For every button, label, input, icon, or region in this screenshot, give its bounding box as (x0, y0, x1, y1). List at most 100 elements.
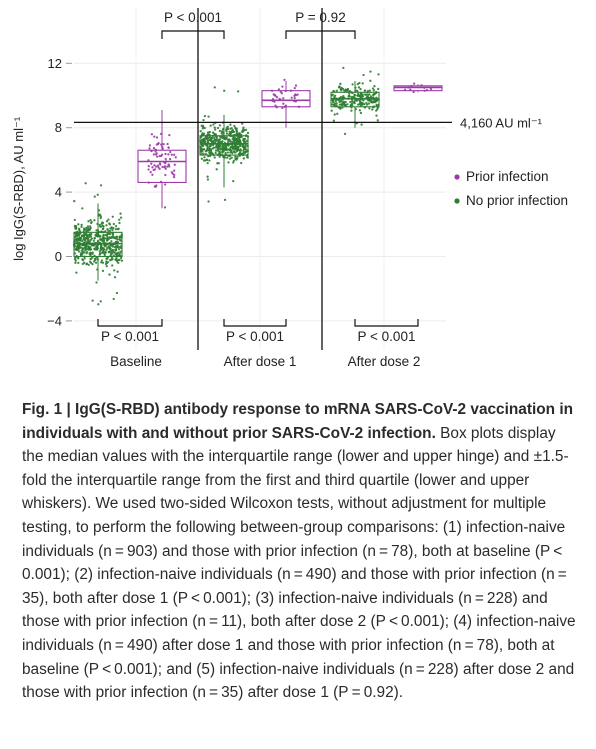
box-iqr (137, 149, 187, 183)
data-point (74, 238, 77, 242)
data-point (365, 101, 368, 105)
data-point (356, 89, 359, 93)
data-point (341, 101, 345, 104)
data-point (118, 237, 121, 241)
data-point (148, 144, 152, 147)
data-point (150, 133, 154, 136)
data-point (353, 99, 356, 103)
data-point (87, 263, 90, 267)
data-point (110, 227, 113, 230)
data-point (75, 271, 78, 274)
data-point (218, 124, 221, 127)
data-point (152, 153, 156, 156)
data-point (213, 156, 216, 159)
data-point (109, 244, 112, 247)
data-point (106, 228, 109, 231)
data-point (232, 159, 236, 163)
data-point (101, 269, 105, 273)
data-point (101, 261, 105, 264)
data-point (108, 247, 111, 250)
data-point (281, 85, 284, 88)
data-point (221, 140, 224, 143)
data-point (81, 207, 84, 210)
data-point (93, 219, 96, 222)
data-point (233, 124, 236, 128)
data-point (226, 156, 229, 159)
data-point (217, 162, 220, 165)
data-point (118, 218, 121, 221)
data-point (232, 147, 235, 150)
data-point (91, 299, 94, 302)
data-point (153, 168, 157, 171)
data-point (237, 90, 240, 93)
data-point (95, 281, 98, 284)
data-point (232, 150, 236, 153)
group-label: After dose 2 (348, 354, 421, 369)
box-iqr (73, 231, 123, 258)
data-point (231, 151, 234, 155)
data-point (363, 102, 366, 106)
data-point (244, 128, 248, 132)
data-point (226, 141, 230, 144)
data-point (85, 226, 88, 230)
legend-label: Prior infection (466, 169, 549, 184)
data-point (356, 82, 359, 86)
data-point (296, 93, 299, 96)
data-point (93, 248, 96, 251)
data-point (163, 165, 167, 168)
data-point (224, 147, 228, 150)
data-point (336, 112, 339, 115)
data-point (225, 128, 228, 131)
data-point (362, 73, 365, 77)
data-point (76, 246, 79, 249)
data-point (360, 123, 363, 126)
data-point (365, 103, 369, 106)
data-point (362, 99, 365, 102)
data-point (359, 104, 363, 107)
data-point (112, 297, 115, 301)
data-point (93, 195, 96, 198)
data-point (206, 175, 209, 178)
data-point (342, 95, 345, 98)
data-point (214, 151, 217, 155)
data-point (373, 85, 376, 88)
data-point (102, 235, 105, 238)
data-point (92, 239, 96, 242)
data-point (229, 140, 233, 143)
data-point (106, 246, 109, 250)
data-point (234, 126, 237, 130)
data-point (99, 300, 102, 303)
data-point (109, 236, 112, 240)
data-point (110, 258, 113, 261)
data-point (201, 124, 205, 127)
data-point (73, 224, 77, 227)
data-point (225, 132, 229, 135)
data-point (114, 249, 117, 252)
data-point (106, 261, 110, 264)
data-point (207, 200, 210, 203)
data-point (85, 252, 88, 255)
data-point (226, 138, 229, 141)
data-point (206, 158, 209, 162)
data-point (208, 159, 211, 162)
data-point (206, 161, 209, 165)
data-point (211, 131, 215, 134)
data-point (214, 128, 217, 131)
data-point (208, 136, 212, 139)
data-point (163, 183, 167, 186)
data-point (107, 218, 110, 221)
box-2-prior (393, 84, 443, 93)
y-tick-label: −4 (47, 313, 62, 328)
data-point (275, 96, 279, 99)
data-point (77, 257, 80, 260)
data-point (172, 175, 176, 179)
box-iqr (199, 135, 249, 156)
data-point (78, 227, 81, 230)
data-point (206, 148, 209, 151)
data-point (111, 233, 115, 236)
data-point (282, 102, 285, 105)
data-point (103, 248, 106, 251)
data-point (232, 137, 236, 140)
data-point (208, 145, 211, 148)
data-point (375, 103, 378, 106)
